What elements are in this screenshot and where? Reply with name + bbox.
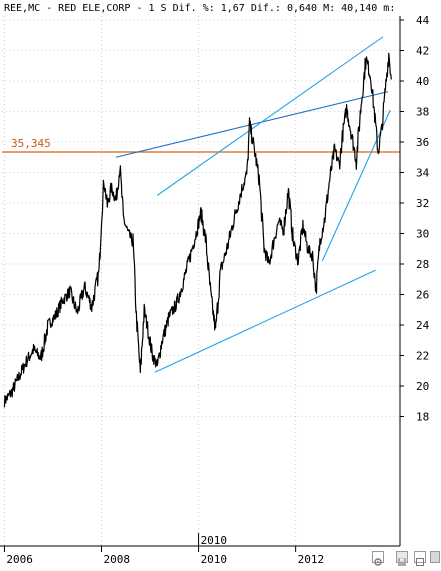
y-tick-label: 42	[416, 45, 429, 58]
price-layer	[3, 52, 392, 408]
y-tick-label: 24	[416, 319, 430, 332]
trendline-layer	[115, 36, 391, 373]
trendline	[115, 91, 388, 158]
save-icon[interactable]	[396, 551, 408, 566]
x-tick-label: 2010	[201, 553, 228, 566]
x-tick-label: 2008	[104, 553, 131, 566]
trendline	[321, 109, 391, 262]
y-tick-label: 18	[416, 411, 429, 424]
chart-header: REE,MC - RED ELE,CORP - 1 S Dif. %: 1,67…	[4, 3, 395, 14]
y-tick-label: 38	[416, 106, 429, 119]
y-tick-label: 30	[416, 228, 429, 241]
price-line	[3, 52, 392, 408]
window-icon[interactable]	[414, 551, 426, 566]
axis-layer: 18 20 22 24 26 28 30 32 34 36 38 40 42 44 2006 2008 2010…	[0, 14, 430, 566]
y-tick-label: 32	[416, 197, 429, 210]
y-tick-label: 36	[416, 136, 429, 149]
x-tick-label: 2006	[6, 553, 33, 566]
y-tick-label: 34	[416, 167, 430, 180]
grid-layer	[2, 16, 400, 546]
y-tick-label: 20	[416, 380, 429, 393]
settings-icon[interactable]	[372, 551, 384, 566]
y-tick-label: 40	[416, 75, 429, 88]
level-label: 35,345	[11, 137, 51, 150]
y-tick-label: 22	[416, 350, 429, 363]
trendline	[157, 36, 384, 196]
x-mid-label: 2010	[201, 534, 228, 547]
y-tick-label: 28	[416, 258, 429, 271]
y-tick-label: 26	[416, 289, 429, 302]
y-tick-label: 44	[416, 14, 430, 27]
trendline	[154, 269, 376, 373]
x-tick-label: 2012	[298, 553, 325, 566]
scroll-icon[interactable]	[430, 551, 440, 563]
